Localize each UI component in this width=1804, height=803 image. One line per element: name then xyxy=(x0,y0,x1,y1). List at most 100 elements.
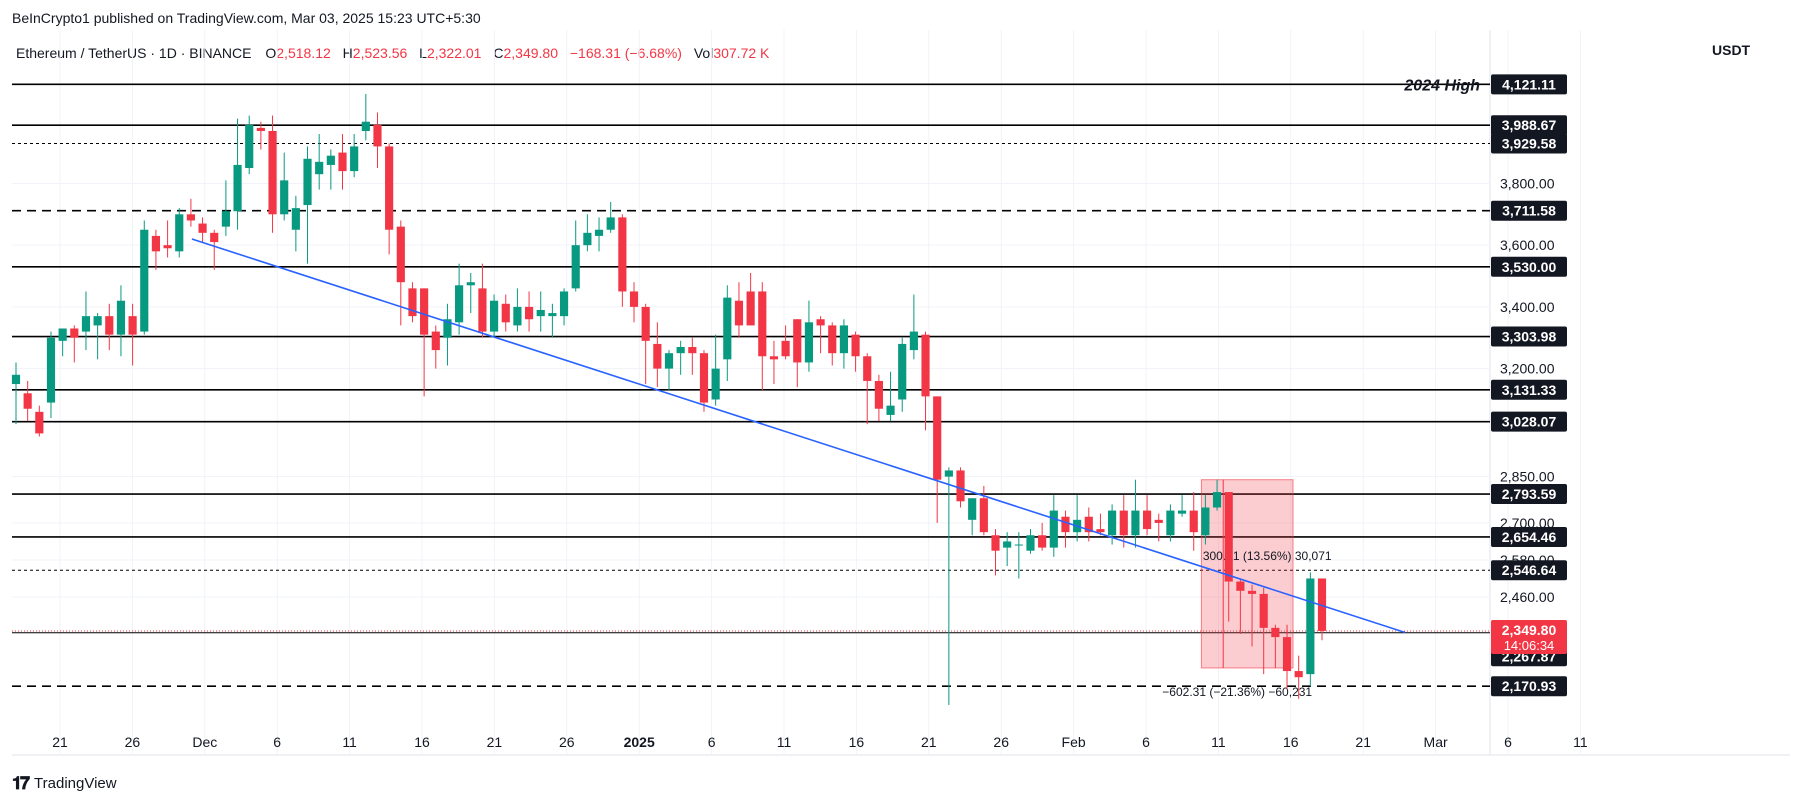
candle-body xyxy=(571,245,580,289)
candle-body xyxy=(210,232,219,243)
candle-body xyxy=(1282,637,1292,672)
y-tick-label: 3,400.00 xyxy=(1500,299,1555,315)
x-tick-label: 6 xyxy=(273,734,281,750)
candle-body xyxy=(58,328,67,341)
x-tick-label: 11 xyxy=(1211,734,1226,750)
candle-body xyxy=(280,180,289,215)
open-value: 2,518.12 xyxy=(276,45,331,61)
x-tick-label: 11 xyxy=(1573,734,1588,750)
currency-selector[interactable]: USDT xyxy=(1712,42,1751,58)
candle-body xyxy=(478,288,487,332)
x-tick-label: 26 xyxy=(559,734,575,750)
candle-body xyxy=(385,146,394,230)
candle-body xyxy=(688,347,697,354)
candle-body xyxy=(1212,492,1222,508)
support-resistance-levels: 2024 High xyxy=(12,77,1490,687)
candle-body xyxy=(1259,593,1268,628)
candle-body xyxy=(1038,535,1047,548)
candle-body xyxy=(420,288,429,335)
price-axis: 4,121.11 3,988.67 3,929.58 3,711.58 3,530.00… xyxy=(1491,74,1567,697)
level-price-label: 3,929.58 xyxy=(1502,135,1557,151)
publisher-caption: BeInCrypto1 published on TradingView.com… xyxy=(12,10,481,26)
y-tick-label: 3,200.00 xyxy=(1500,361,1555,377)
candle-body xyxy=(804,322,814,363)
candle-body xyxy=(583,232,592,246)
candle-body xyxy=(245,124,254,169)
level-badge xyxy=(1491,115,1567,136)
candle-body xyxy=(490,300,499,332)
measure-up-label: 300.71 (13.56%) 30,071 xyxy=(1203,549,1332,563)
candle-body xyxy=(874,380,883,409)
y-tick-label: 3,600.00 xyxy=(1500,237,1555,253)
candle-body xyxy=(898,343,907,400)
candle-body xyxy=(408,288,417,317)
level-price-label: 4,121.11 xyxy=(1502,76,1556,92)
level-badge xyxy=(1491,200,1567,221)
candle-body xyxy=(338,152,347,172)
candle-body xyxy=(1131,510,1140,536)
candle-body xyxy=(140,229,149,332)
x-tick-label: Dec xyxy=(192,734,217,750)
x-tick-label: Mar xyxy=(1424,734,1448,750)
measure-down-label: −602.31 (−21.36%) −60,231 xyxy=(1162,685,1312,699)
candle-body xyxy=(863,356,872,381)
candle-body xyxy=(291,208,300,230)
volume-value: 307.72 K xyxy=(713,45,770,61)
x-tick-label: 16 xyxy=(414,734,430,750)
candle-body xyxy=(629,291,639,307)
candle-body xyxy=(1201,507,1210,536)
candle-body xyxy=(443,319,452,338)
candle-body xyxy=(746,291,755,326)
level-price-label: 3,131.33 xyxy=(1502,382,1557,398)
close-value: 2,349.80 xyxy=(503,45,558,61)
brand-name: TradingView xyxy=(34,775,117,792)
x-tick-label: 11 xyxy=(777,734,792,750)
low-value: 2,322.01 xyxy=(426,45,482,61)
level-badge xyxy=(1491,256,1567,277)
change-value: −168.31 (−6.68%) xyxy=(569,45,682,61)
candle-body xyxy=(991,535,1000,551)
candle-body xyxy=(1108,510,1117,536)
candle-body xyxy=(513,306,522,326)
x-tick-label: 21 xyxy=(921,734,937,750)
candle-body xyxy=(618,217,627,292)
candle-body xyxy=(921,334,930,397)
trendline xyxy=(191,238,1406,634)
level-badge xyxy=(1491,484,1567,505)
candle-body xyxy=(198,223,207,233)
x-tick-label: 2025 xyxy=(624,734,655,750)
y-tick-label: 2,580.00 xyxy=(1500,552,1555,568)
symbol-title[interactable]: Ethereum / TetherUS · 1D · BINANCE xyxy=(16,45,252,61)
candle-body xyxy=(326,155,335,165)
candle-body xyxy=(1119,510,1128,536)
level-price-label: 3,303.98 xyxy=(1502,329,1557,345)
candle-body xyxy=(303,158,312,206)
candle-body xyxy=(524,306,534,320)
candle-body xyxy=(793,319,802,363)
high-value: 2,523.56 xyxy=(352,45,408,61)
y-tick-label: 2,460.00 xyxy=(1500,589,1555,605)
candle-body xyxy=(723,297,732,360)
candle-body xyxy=(1177,510,1187,514)
candle-body xyxy=(851,334,860,357)
candle-body xyxy=(233,164,242,212)
x-tick-label: 16 xyxy=(849,734,865,750)
ohlc-legend: Ethereum / TetherUS · 1D · BINANCE O2,51… xyxy=(16,45,777,61)
label-2024-high: 2024 High xyxy=(1403,77,1480,94)
candle-body xyxy=(315,161,324,175)
candle-body xyxy=(699,353,709,403)
candle-body xyxy=(956,470,965,502)
level-badge xyxy=(1491,526,1567,547)
candle-body xyxy=(1271,627,1280,638)
candle-body xyxy=(455,285,464,323)
candle-body xyxy=(816,319,825,326)
level-badge xyxy=(1491,326,1567,347)
level-price-label: 3,988.67 xyxy=(1502,117,1557,133)
x-tick-label: 21 xyxy=(487,734,503,750)
candle-body xyxy=(1143,510,1152,530)
candle-body xyxy=(11,374,21,385)
candle-body xyxy=(1084,516,1093,533)
candle-body xyxy=(769,356,779,360)
candle-body xyxy=(1189,510,1198,533)
